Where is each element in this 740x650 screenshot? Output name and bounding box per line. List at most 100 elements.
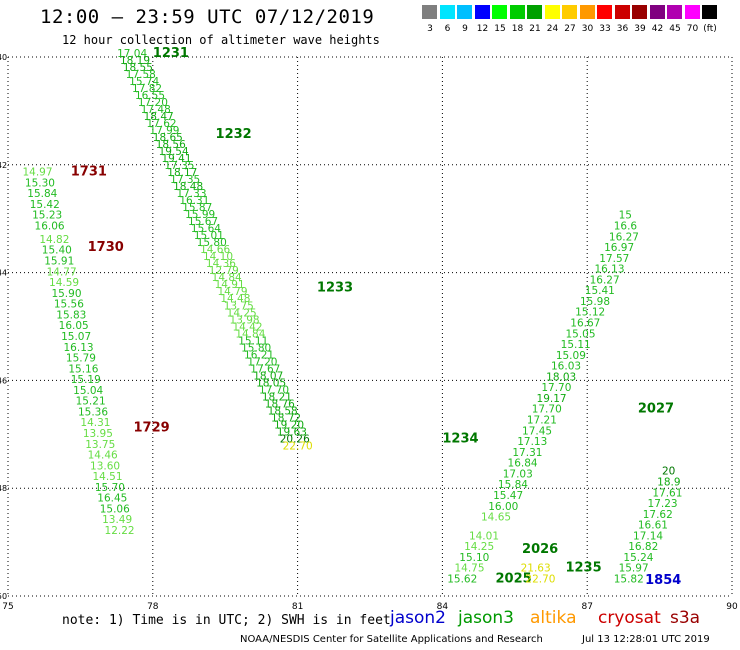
swh-value: 17.23 — [648, 498, 678, 510]
swh-value: 17.45 — [522, 425, 552, 437]
swh-value: 15.21 — [76, 396, 106, 408]
legend-label: 36 — [616, 24, 629, 34]
lat-tick-label: 46 — [0, 376, 7, 385]
swh-value: 15.91 — [44, 256, 74, 268]
lon-tick-label: 84 — [437, 602, 449, 612]
lat-tick-label: 48 — [0, 484, 7, 493]
swh-value: 15.06 — [100, 503, 130, 515]
swh-value: 15.16 — [68, 363, 98, 375]
map-subtitle: 12 hour collection of altimeter wave hei… — [62, 33, 380, 47]
swh-value: 16.05 — [59, 320, 89, 332]
swh-value: 17.33 — [176, 188, 206, 200]
swh-value: 17.03 — [503, 468, 533, 480]
legend-label: 27 — [564, 24, 576, 34]
legend-label: 21 — [529, 24, 541, 34]
swh-value: 15 — [619, 210, 632, 222]
swh-value: 17.70 — [541, 382, 571, 394]
legend-swatch — [527, 5, 542, 19]
swh-value: 15.04 — [73, 385, 103, 397]
legend-swatch — [684, 5, 700, 19]
swh-value: 18.72 — [271, 412, 301, 424]
lat-tick-label: 44 — [0, 269, 7, 278]
legend-swatch — [632, 5, 647, 19]
swh-value: 14.10 — [203, 251, 233, 263]
swh-value: 14.91 — [215, 279, 245, 291]
swh-value: 15.99 — [185, 209, 215, 221]
swh-value: 14.84 — [235, 328, 265, 340]
swh-value: 17.13 — [517, 436, 547, 448]
swh-value: 17.35 — [170, 174, 200, 186]
legend-swatch — [667, 5, 682, 19]
note-text: note: 1) Time is in UTC; 2) SWH is in fe… — [62, 613, 391, 628]
swh-value: 16.6 — [614, 220, 638, 232]
swh-value: 17.20 — [138, 97, 168, 109]
legend-label: 9 — [462, 24, 468, 34]
swh-value: 18.19 — [120, 55, 150, 67]
legend-swatch — [562, 5, 577, 19]
mission-jason2: jason2 — [390, 608, 446, 628]
lon-tick-label: 90 — [726, 602, 738, 612]
swh-value: 14.01 — [469, 530, 499, 542]
swh-value: 16.84 — [508, 458, 538, 470]
swh-value: 14.66 — [200, 244, 230, 256]
swh-value: 18.07 — [253, 370, 283, 382]
legend-label: 6 — [444, 24, 451, 34]
swh-value: 15.11 — [238, 335, 268, 347]
legend-label: 45 — [669, 24, 681, 34]
legend-label: 3 — [427, 24, 433, 34]
lat-tick-label: 40 — [0, 53, 7, 62]
swh-value: 17.62 — [147, 118, 177, 130]
swh-value: 14.84 — [212, 272, 242, 284]
timestamp-text: Jul 13 12:28:01 UTC 2019 — [582, 634, 710, 645]
swh-value: 16.03 — [551, 361, 581, 373]
swh-value: 13.49 — [102, 514, 132, 526]
legend-label: 18 — [511, 24, 524, 34]
swh-value: 14.25 — [464, 541, 494, 553]
credit-text: NOAA/NESDIS Center for Satellite Applica… — [240, 634, 543, 645]
swh-value: 15.87 — [182, 202, 212, 214]
swh-value: 18.58 — [268, 405, 298, 417]
swh-value: 15.42 — [30, 199, 60, 211]
swh-value: 15.40 — [42, 245, 72, 257]
pass-label: 1730 — [88, 240, 124, 255]
swh-value: 16.61 — [638, 520, 668, 532]
swh-value: 17.35 — [164, 160, 194, 172]
swh-value: 15.41 — [585, 285, 615, 297]
swh-value: 16.67 — [570, 318, 600, 330]
swh-value: 17.70 — [259, 384, 289, 396]
legend-label: 42 — [651, 24, 664, 34]
swh-value: 16.27 — [590, 274, 620, 286]
swh-value: 14.36 — [206, 258, 236, 270]
swh-value: 15.47 — [493, 490, 523, 502]
swh-value: 16.13 — [64, 342, 94, 354]
swh-value: 20 — [662, 466, 675, 478]
swh-value: 15.56 — [54, 299, 84, 311]
swh-value: 18.48 — [173, 181, 203, 193]
swh-value: 15.10 — [459, 552, 489, 564]
swh-value: 16.06 — [35, 220, 65, 232]
swh-value: 15.01 — [194, 230, 224, 242]
swh-value: 13.98 — [230, 314, 260, 326]
swh-value: 19.20 — [274, 419, 304, 431]
swh-value: 15.97 — [619, 563, 649, 575]
swh-value: 18.76 — [265, 398, 295, 410]
swh-value: 19.54 — [159, 146, 189, 158]
swh-value: 17.99 — [149, 125, 179, 137]
swh-value: 14.46 — [88, 450, 118, 462]
swh-value: 17.67 — [250, 363, 280, 375]
swh-value: 15.80 — [197, 237, 227, 249]
lon-tick-label: 75 — [2, 602, 13, 612]
swh-value: 14.75 — [454, 563, 484, 575]
legend-swatch — [422, 5, 437, 19]
swh-value: 16.55 — [135, 90, 165, 102]
legend-swatch — [474, 5, 490, 19]
mission-jason3: jason3 — [458, 608, 514, 628]
legend-label: 33 — [599, 24, 611, 34]
swh-value: 14.77 — [47, 266, 77, 278]
lon-tick-label: 78 — [147, 602, 159, 612]
swh-value: 14.59 — [49, 277, 79, 289]
swh-value: 15.05 — [565, 328, 595, 340]
pass-label: 2027 — [638, 402, 674, 417]
swh-value: 15.74 — [129, 76, 159, 88]
